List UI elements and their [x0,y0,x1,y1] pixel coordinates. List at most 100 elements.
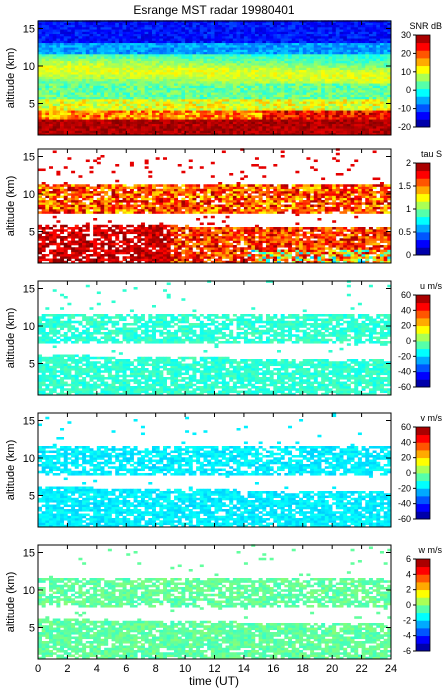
heatmap-cell [181,81,186,84]
heatmap-cell [118,103,123,107]
heatmap-cell [89,128,94,131]
heatmap-cell [148,38,153,41]
heatmap-cell [339,58,344,62]
heatmap-cell [302,94,307,98]
heatmap-cell [284,40,289,44]
heatmap-cell [365,56,370,59]
heatmap-cell [151,114,156,118]
heatmap-cell [251,121,256,125]
heatmap-cell [365,22,370,26]
heatmap-cell [313,40,318,44]
heatmap-cell [122,101,127,104]
heatmap-cell [280,76,285,80]
heatmap-cell [155,72,160,75]
heatmap-cell [214,126,219,129]
heatmap-cell [265,78,270,82]
heatmap-cell [78,94,83,98]
heatmap-cell [232,74,237,77]
heatmap-cell [96,78,101,82]
heatmap-cell [313,132,318,136]
heatmap-cell [365,49,370,53]
heatmap-cell [335,96,340,100]
heatmap-cell [148,78,153,82]
heatmap-cell [115,126,120,129]
heatmap-cell [218,119,223,122]
heatmap-cell [192,45,197,48]
heatmap-cell [174,130,179,134]
heatmap-cell [269,132,274,136]
heatmap-cell [254,92,259,95]
heatmap-cell [258,60,263,64]
heatmap-cell [317,85,322,89]
heatmap-cell [89,22,94,26]
heatmap-cell [196,108,201,111]
heatmap-cell [100,105,105,109]
heatmap-cell [232,110,237,113]
heatmap-cell [71,87,76,91]
heatmap-cell [328,31,333,35]
heatmap-cell [361,72,366,75]
heatmap-cell [71,96,76,100]
heatmap-cell [277,105,281,109]
heatmap-cell [350,69,355,73]
heatmap-cell [361,117,366,120]
heatmap-cell [365,54,370,57]
heatmap-cell [368,110,373,113]
heatmap-cell [78,58,83,62]
heatmap-cell [185,103,190,107]
heatmap-cell [85,22,90,26]
y-tick-label: 15 [23,24,35,36]
heatmap-cell [383,72,388,75]
heatmap-cell [365,51,370,55]
heatmap-cell [284,87,289,91]
heatmap-cell [243,24,248,28]
heatmap-cell [321,74,326,77]
heatmap-cell [192,114,197,118]
heatmap-cell [258,101,263,104]
heatmap-cell [104,110,109,113]
heatmap-cell [376,123,381,127]
heatmap-cell [284,90,289,93]
heatmap-cell [207,81,212,84]
heatmap-cell [192,60,197,64]
heatmap-cell [89,119,94,122]
heatmap-cell [280,121,285,125]
heatmap-cell [269,56,274,59]
heatmap-cell [221,121,226,125]
heatmap-cell [383,126,388,129]
heatmap-cell [273,92,278,95]
heatmap-cell [254,38,259,41]
heatmap-cell [129,51,134,55]
heatmap-cell [221,112,226,116]
heatmap-cell [96,96,101,100]
heatmap-cell [387,54,392,57]
heatmap-cell [350,27,355,30]
heatmap-cell [365,36,370,39]
heatmap-cell [177,78,182,82]
heatmap-cell [203,114,208,118]
heatmap-cell [269,123,274,127]
heatmap-cell [376,40,381,44]
heatmap-cell [148,105,153,109]
heatmap-cell [107,40,112,44]
heatmap-cell [243,20,248,23]
heatmap-cell [299,81,304,84]
heatmap-cell [317,40,322,44]
heatmap-cell [214,119,219,122]
heatmap-cell [291,103,296,107]
heatmap-cell [332,114,337,118]
heatmap-cell [302,103,307,107]
heatmap-cell [243,56,248,59]
heatmap-cell [85,74,90,77]
heatmap-cell [174,76,179,80]
heatmap-cell [52,112,57,116]
heatmap-cell [321,81,326,84]
heatmap-cell [148,49,153,53]
heatmap-cell [284,119,289,122]
heatmap-cell [288,24,293,28]
heatmap-cell [324,27,329,30]
heatmap-cell [306,90,311,93]
heatmap-cell [229,81,234,84]
heatmap-cell [122,42,127,46]
heatmap-cell [133,60,138,64]
